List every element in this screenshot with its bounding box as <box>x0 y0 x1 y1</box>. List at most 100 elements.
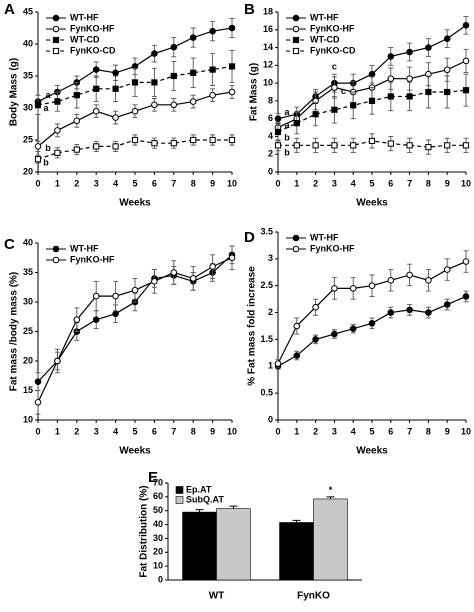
marker <box>425 144 432 151</box>
marker <box>350 142 357 149</box>
bar <box>216 508 251 581</box>
marker <box>92 107 100 115</box>
marker <box>462 87 470 94</box>
marker <box>331 84 338 91</box>
marker <box>349 325 357 332</box>
y-tick-label: 0 <box>158 574 163 584</box>
legend-label: Ep.AT <box>186 484 212 494</box>
y-tick-label: 20 <box>153 547 163 557</box>
annotation: c <box>341 86 346 96</box>
y-tick-label: 0.5 <box>260 388 273 398</box>
marker <box>54 127 61 134</box>
x-tick-label: 8 <box>191 178 196 188</box>
marker <box>34 156 42 163</box>
marker <box>34 378 42 385</box>
marker <box>189 98 197 105</box>
marker <box>368 320 376 327</box>
marker <box>54 149 61 156</box>
annotation: a <box>45 90 51 100</box>
marker <box>73 92 80 99</box>
x-tick-label: 9 <box>445 178 450 188</box>
marker <box>331 285 338 292</box>
marker <box>274 142 282 149</box>
marker <box>444 88 451 96</box>
marker <box>312 142 319 149</box>
legend-label: WT-CD <box>70 34 100 44</box>
error-bar <box>326 496 335 499</box>
y-tick-label: 60 <box>153 491 163 501</box>
marker <box>387 75 395 82</box>
y-tick-label: 1.5 <box>260 334 273 344</box>
y-tick-label: 10 <box>263 77 273 87</box>
marker <box>54 357 61 365</box>
marker <box>462 293 470 300</box>
marker <box>274 128 282 136</box>
legend-label: FynKO-CD <box>310 45 356 55</box>
marker <box>368 97 376 104</box>
x-tick-label: 5 <box>369 426 374 436</box>
series-line <box>37 254 233 383</box>
marker <box>293 142 300 149</box>
marker <box>368 282 376 290</box>
marker <box>331 142 338 149</box>
marker <box>209 27 216 35</box>
x-tick-label: 0 <box>35 178 40 188</box>
legend-marker <box>52 47 60 55</box>
y-tick-label: 2 <box>268 149 273 159</box>
y-tick-label: 10 <box>23 414 33 424</box>
marker <box>331 106 338 113</box>
marker <box>34 143 42 150</box>
marker <box>131 286 139 294</box>
x-axis-label: Weeks <box>356 446 388 457</box>
marker <box>151 50 158 57</box>
y-tick-label: 40 <box>23 38 33 48</box>
marker <box>368 137 376 144</box>
marker <box>462 22 470 29</box>
legend-swatch <box>175 486 184 494</box>
legend-marker <box>52 256 60 264</box>
marker <box>228 136 236 144</box>
x-tick-label: 0 <box>275 178 280 188</box>
x-tick-label: 2 <box>74 178 79 188</box>
legend-marker <box>292 234 300 242</box>
legend-label: WT-HF <box>310 12 339 22</box>
legend-label: FynKO-HF <box>70 254 115 264</box>
y-tick-label: 35 <box>23 267 33 277</box>
annotation: b <box>284 132 290 142</box>
x-tick-label: 10 <box>227 426 237 436</box>
legend-label: WT-HF <box>310 232 339 242</box>
marker <box>151 79 158 86</box>
marker <box>425 44 432 51</box>
panel-label: A <box>4 1 15 18</box>
marker <box>131 107 139 115</box>
bar <box>182 511 217 581</box>
x-tick-label: 4 <box>113 178 118 188</box>
y-tick-label: 30 <box>23 296 33 306</box>
x-tick-label: 6 <box>152 178 157 188</box>
y-axis-label: Body Mass (g) <box>9 58 20 126</box>
marker <box>112 292 119 300</box>
annotation: b <box>45 143 51 153</box>
marker <box>387 140 394 147</box>
marker <box>170 269 178 276</box>
y-tick-label: 20 <box>23 166 33 176</box>
annotation: b <box>284 148 290 158</box>
marker <box>209 66 216 73</box>
y-tick-label: 0 <box>268 166 273 176</box>
marker <box>443 66 451 74</box>
series-line <box>277 295 467 367</box>
y-tick-label: 8 <box>268 95 273 105</box>
x-tick-label: 2 <box>313 426 318 436</box>
legend-label: FynKO-HF <box>310 243 355 253</box>
annotation: b <box>43 158 49 168</box>
x-tick-label: 8 <box>426 426 431 436</box>
marker <box>34 399 42 406</box>
marker <box>112 143 119 150</box>
x-tick-label: 1 <box>55 426 60 436</box>
marker <box>443 266 451 273</box>
x-tick-label: 3 <box>94 426 99 436</box>
marker <box>170 72 177 80</box>
marker <box>387 53 395 60</box>
y-tick-label: 4 <box>268 131 273 141</box>
x-tick-label: 3 <box>332 178 337 188</box>
